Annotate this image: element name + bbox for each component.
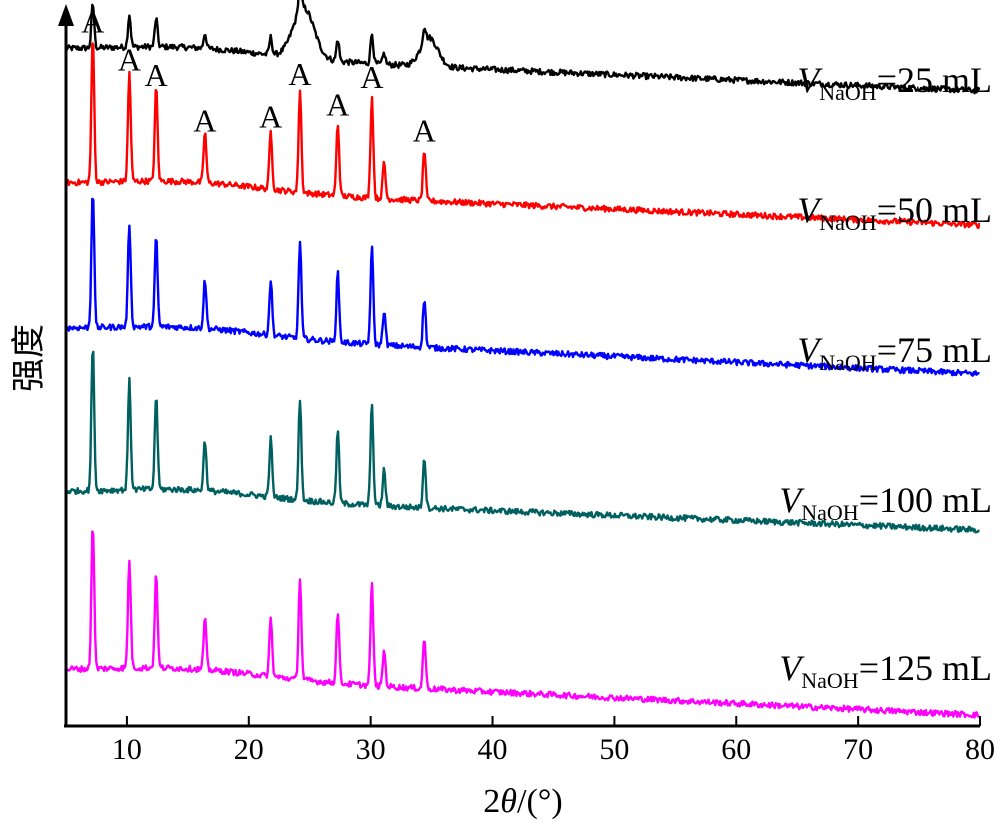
axes (58, 4, 980, 728)
peak-label-A: A (118, 41, 141, 77)
series-label: VNaOH=100 mL (779, 480, 992, 525)
x-tick-label: 80 (965, 733, 995, 766)
series-labels: VNaOH=25 mL VNaOH=50 mL VNaOH=75 mL VNaOH=1… (779, 60, 992, 693)
series-line (66, 350, 980, 534)
peak-label-A: A (360, 59, 383, 95)
series-line (66, 42, 980, 230)
peak-label-A: A (193, 103, 216, 139)
series-label: VNaOH=50 mL (797, 190, 992, 235)
peak-label-A: A (288, 56, 311, 92)
peak-label-A: A (326, 87, 349, 123)
x-tick-label: 50 (599, 733, 629, 766)
series-line (66, 530, 980, 719)
series-label: VNaOH=25 mL (797, 60, 992, 105)
peak-label-A: A (145, 57, 168, 93)
x-axis-title: 2θ/(°) (483, 783, 562, 820)
series-line (66, 0, 980, 95)
x-tick-label: 40 (478, 733, 508, 766)
x-tick-label: 70 (843, 733, 873, 766)
peak-label-A: A (259, 98, 282, 134)
x-tick-label: 30 (356, 733, 386, 766)
y-axis-arrow-icon (58, 4, 74, 26)
series-line (66, 197, 980, 377)
series-layer (66, 0, 980, 719)
peak-label-A: A (81, 3, 104, 39)
y-axis-title: 强度 (9, 324, 49, 392)
x-tick-label: 60 (721, 733, 751, 766)
peak-label-A: A (413, 112, 436, 148)
x-tick-label: 20 (234, 733, 264, 766)
series-label: VNaOH=125 mL (779, 648, 992, 693)
series-label: VNaOH=75 mL (797, 330, 992, 375)
x-ticks: 10 20 30 40 50 60 70 80 (112, 716, 995, 766)
x-tick-label: 10 (112, 733, 142, 766)
